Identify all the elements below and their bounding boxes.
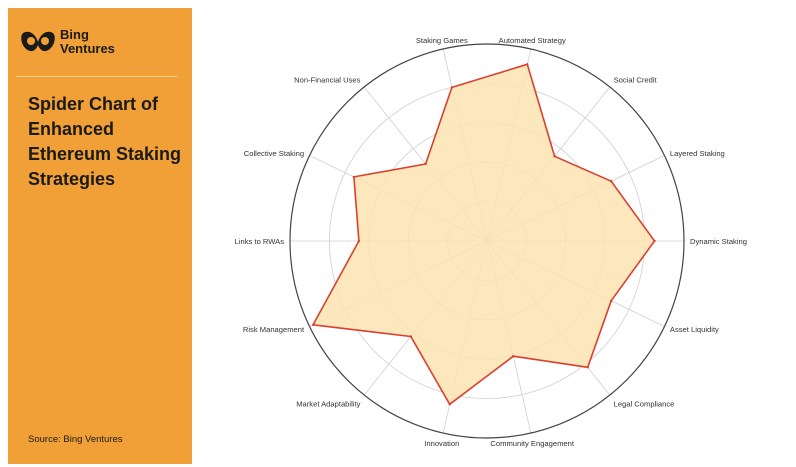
data-point — [409, 335, 412, 338]
side-panel: Bing Ventures Spider Chart of Enhanced E… — [8, 8, 192, 464]
data-point — [586, 366, 589, 369]
data-point — [352, 175, 356, 179]
category-label: Collective Staking — [244, 149, 304, 158]
category-label: Risk Management — [243, 325, 305, 334]
data-point — [424, 162, 427, 166]
category-label: Legal Compliance — [614, 400, 675, 409]
outer-ring — [289, 43, 685, 439]
brand-name: Bing Ventures — [60, 27, 115, 56]
category-label: Staking Games — [416, 36, 468, 45]
category-label: Non-Financial Uses — [294, 75, 360, 84]
radar-labels: Dynamic Staking Layered Staking Social Cre… — [235, 36, 747, 448]
category-label: Layered Staking — [670, 149, 725, 158]
category-label: Links to RWAs — [235, 237, 285, 246]
divider — [16, 76, 178, 77]
brand: Bing Ventures — [20, 28, 130, 56]
category-label: Innovation — [424, 439, 459, 448]
data-point — [357, 239, 361, 243]
category-label: Dynamic Staking — [690, 237, 747, 246]
category-label: Community Engagement — [490, 439, 574, 448]
data-point — [448, 403, 451, 406]
data-point — [450, 86, 454, 89]
series-polygon — [312, 63, 656, 406]
category-label: Automated Strategy — [499, 36, 566, 45]
category-label: Market Adaptability — [296, 400, 360, 409]
data-point — [526, 63, 529, 66]
chart-title: Spider Chart of Enhanced Ethereum Stakin… — [28, 94, 182, 189]
data-point — [512, 355, 515, 358]
data-point — [610, 180, 613, 183]
bing-ventures-logo-icon — [21, 31, 55, 52]
category-label: Social Credit — [614, 75, 658, 84]
data-point — [311, 323, 315, 326]
radar-series — [311, 63, 656, 406]
data-point — [653, 239, 656, 243]
data-point — [553, 155, 556, 158]
category-label: Asset Liquidity — [670, 325, 719, 334]
source-note: Source: Bing Ventures — [28, 434, 123, 445]
data-point — [610, 299, 613, 302]
